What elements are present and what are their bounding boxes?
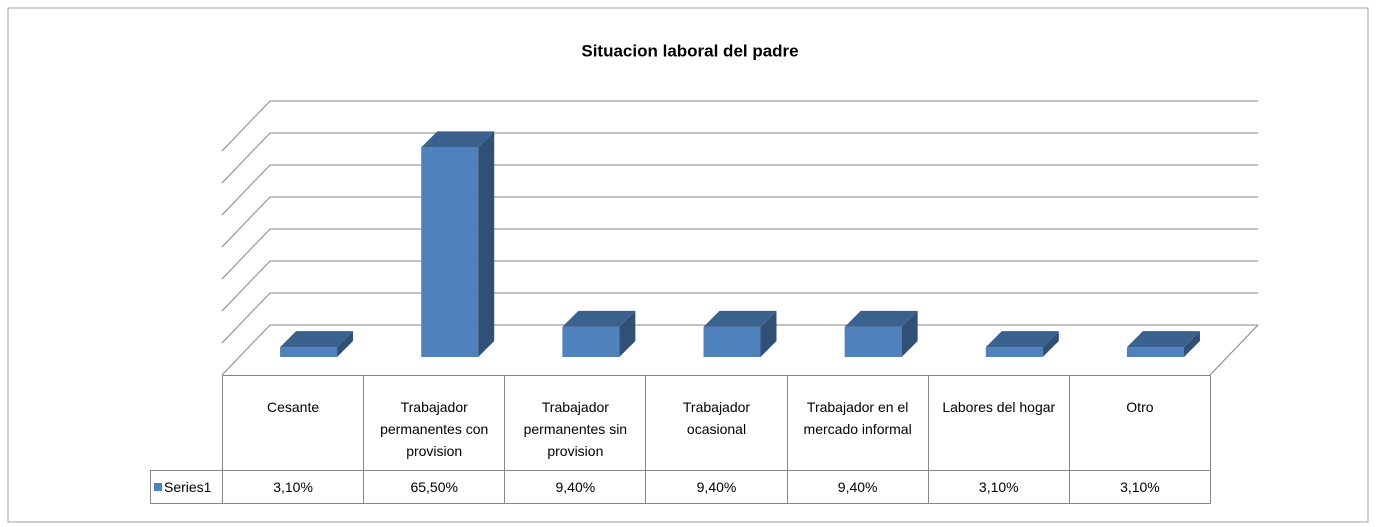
bar-top <box>562 310 636 327</box>
value-label: 3,10% <box>1068 470 1211 504</box>
value-label: 9,40% <box>786 470 929 504</box>
side-grid-line <box>221 292 271 344</box>
side-grid-line <box>221 164 271 216</box>
bar-front <box>280 347 338 357</box>
bar-side <box>901 310 918 357</box>
bar-top <box>844 310 918 327</box>
legend-key <box>154 483 162 491</box>
bar-side <box>760 310 777 357</box>
bar-top <box>1126 331 1200 348</box>
bar-front <box>844 326 902 357</box>
bar-front <box>421 147 479 357</box>
bar <box>703 310 777 357</box>
floor-right <box>1209 324 1259 376</box>
bar-side <box>619 310 636 357</box>
bar <box>280 331 354 357</box>
category-label: Otro <box>1068 375 1211 471</box>
bar-front <box>1126 347 1184 357</box>
bar-side <box>1042 331 1059 357</box>
bar-side <box>337 331 354 357</box>
bar-top <box>280 331 354 348</box>
bar-front <box>703 326 761 357</box>
bar <box>562 310 636 357</box>
bar-top <box>985 331 1059 348</box>
side-grid-line <box>221 196 271 248</box>
chart-title: Situacion laboral del padre <box>581 41 798 60</box>
bar-front <box>562 326 620 357</box>
category-label: Trabajador en el mercado informal <box>786 375 929 471</box>
side-grid-line <box>221 324 271 376</box>
bar-side <box>1183 331 1200 357</box>
bar <box>1126 331 1200 357</box>
chart-border <box>7 7 1369 523</box>
category-label: Trabajador ocasional <box>645 375 788 471</box>
bar <box>985 331 1059 357</box>
bar-top <box>421 131 495 148</box>
bar <box>844 310 918 357</box>
side-grid-line <box>221 100 271 152</box>
side-grid-line <box>221 228 271 280</box>
value-label: 3,10% <box>927 470 1070 504</box>
value-label: 9,40% <box>645 470 788 504</box>
value-label: 3,10% <box>222 470 365 504</box>
value-label: 9,40% <box>504 470 647 504</box>
side-grid-line <box>221 260 271 312</box>
category-label: Trabajador permanentes con provision <box>363 375 506 471</box>
bar-top <box>703 310 777 327</box>
legend-entry: Series1 <box>150 470 223 504</box>
category-label: Cesante <box>222 375 365 471</box>
side-grid-line <box>221 132 271 184</box>
bar-front <box>985 347 1043 357</box>
bar <box>421 131 495 357</box>
category-label: Trabajador permanentes sin provision <box>504 375 647 471</box>
category-label: Labores del hogar <box>927 375 1070 471</box>
bar-side <box>478 131 495 357</box>
value-label: 65,50% <box>363 470 506 504</box>
legend-label: Series1 <box>164 479 212 495</box>
